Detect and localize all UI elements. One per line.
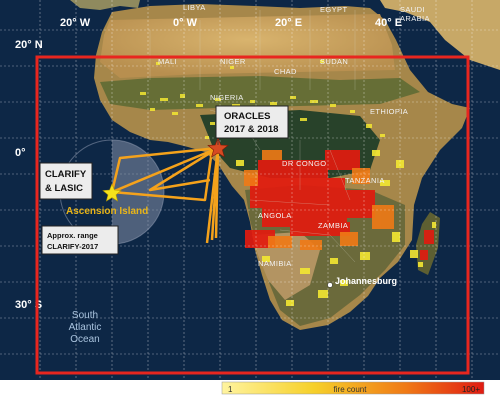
clarify-line1: CLARIFY	[45, 169, 87, 180]
oracles-line2: 2017 & 2018	[224, 124, 278, 135]
oracles-label-box: ORACLES 2017 & 2018	[215, 105, 289, 145]
sahel-shape	[100, 76, 420, 110]
range-line2: CLARIFY-2017	[47, 242, 98, 251]
range-label-box: Approx. range CLARIFY-2017	[41, 225, 119, 255]
clarify-line2: & LASIC	[45, 183, 83, 194]
label-ethiopia: ETHIOPIA	[370, 107, 408, 116]
label-lon-40e: 40° E	[375, 17, 402, 29]
label-lat-30s: 30° S	[15, 299, 42, 311]
label-sudan: SUDAN	[320, 57, 348, 66]
study-domain-box	[35, 55, 470, 375]
iberia-shape	[70, 0, 140, 10]
label-libya: LIBYA	[183, 3, 206, 12]
label-egypt: EGYPT	[320, 5, 347, 14]
label-mali: MALI	[158, 57, 177, 66]
label-drcongo: DR CONGO	[282, 159, 326, 168]
oracles-line1: ORACLES	[224, 111, 270, 122]
ascension-star-icon	[102, 183, 122, 202]
label-ocean-line2: Atlantic	[69, 322, 102, 333]
oracles-star-icon	[207, 137, 229, 158]
label-namibia: NAMIBIA	[258, 259, 292, 268]
legend-gradient-bar	[221, 381, 485, 395]
johannesburg-marker	[327, 282, 333, 288]
label-ocean-line3: Ocean	[70, 334, 99, 345]
legend-max: 100+	[462, 385, 480, 394]
label-saudi: SAUDI	[400, 5, 425, 14]
label-ascension: Ascension Island	[66, 206, 148, 217]
sahara-shape	[100, 14, 395, 78]
label-tanzania: TANZANIA	[345, 176, 385, 185]
fire-count-legend: 1 fire count 100+	[221, 381, 485, 395]
label-lon-20w: 20° W	[60, 17, 91, 29]
label-lat-20n: 20° N	[15, 39, 43, 51]
range-line1: Approx. range	[47, 231, 98, 240]
legend-title: fire count	[334, 385, 368, 394]
label-lon-0w: 0° W	[173, 17, 198, 29]
label-ocean-line1: South	[72, 310, 98, 321]
label-johannesburg: Johannesburg	[335, 276, 397, 286]
label-lat-0: 0°	[15, 147, 26, 159]
label-nigeria: NIGERIA	[210, 93, 244, 102]
legend-min: 1	[228, 385, 233, 394]
label-arabia: ARABIA	[400, 14, 430, 23]
label-niger: NIGER	[220, 57, 246, 66]
fire-pixels	[140, 60, 436, 306]
arabia-shape	[380, 0, 500, 70]
label-zambia: ZAMBIA	[318, 221, 348, 230]
clarify-range-shade	[112, 140, 164, 244]
label-chad: CHAD	[274, 67, 297, 76]
label-angola: ANGOLA	[258, 211, 292, 220]
label-lon-20e: 20° E	[275, 17, 302, 29]
flight-tracks	[110, 146, 220, 244]
clarify-label-box: CLARIFY & LASIC	[39, 162, 93, 200]
